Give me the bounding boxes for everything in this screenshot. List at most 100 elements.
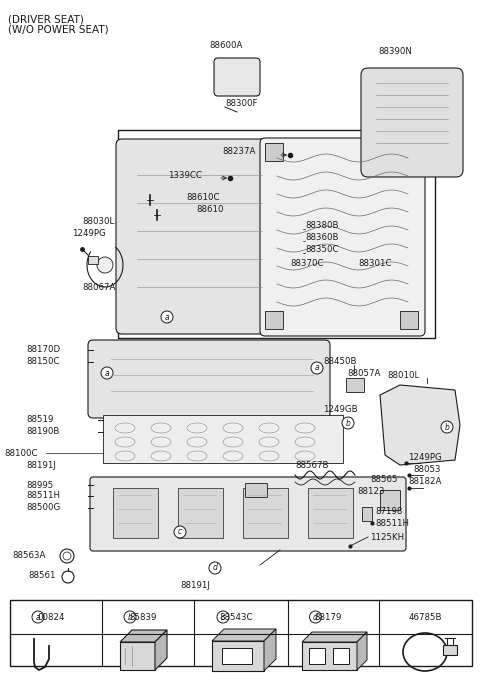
Bar (243, 488, 288, 538)
Text: b: b (444, 423, 449, 431)
FancyBboxPatch shape (214, 58, 260, 96)
Circle shape (62, 571, 74, 583)
Bar (178, 488, 223, 538)
Text: 88610C: 88610C (186, 192, 219, 201)
Bar (308, 488, 353, 538)
Text: a: a (105, 369, 109, 378)
Text: 88067A: 88067A (82, 283, 115, 291)
Text: 88190B: 88190B (26, 427, 60, 437)
Text: 88191J: 88191J (26, 460, 56, 470)
Bar (120, 642, 155, 670)
Text: d: d (313, 612, 318, 621)
Circle shape (217, 611, 229, 623)
Bar (245, 483, 267, 497)
Bar (302, 642, 357, 670)
FancyBboxPatch shape (116, 139, 276, 334)
Text: 85839: 85839 (129, 612, 156, 621)
Text: 88360B: 88360B (305, 232, 338, 242)
Text: a: a (165, 312, 169, 322)
Text: 88561: 88561 (28, 571, 56, 579)
Bar (222, 648, 252, 664)
Text: b: b (346, 419, 350, 427)
Text: 88300F: 88300F (225, 98, 257, 108)
Text: 1249PG: 1249PG (72, 229, 106, 238)
Polygon shape (380, 385, 460, 465)
Polygon shape (264, 629, 276, 671)
Text: 88150C: 88150C (26, 357, 60, 367)
Text: 87198: 87198 (375, 507, 402, 516)
Text: 88543C: 88543C (219, 612, 253, 621)
Text: 88100C: 88100C (4, 448, 37, 458)
Text: 88565: 88565 (370, 474, 397, 483)
Text: d: d (213, 563, 217, 573)
Circle shape (441, 421, 453, 433)
Bar (333, 648, 349, 664)
Text: 88179: 88179 (315, 612, 342, 621)
Polygon shape (120, 630, 167, 642)
Text: 88301C: 88301C (358, 260, 392, 269)
Circle shape (174, 526, 186, 538)
Text: 88010L: 88010L (387, 371, 419, 380)
Bar (309, 648, 325, 664)
Text: 88030L: 88030L (82, 217, 114, 227)
Text: (W/O POWER SEAT): (W/O POWER SEAT) (8, 25, 108, 35)
Circle shape (342, 417, 354, 429)
Bar (88, 256, 98, 264)
Bar (118, 130, 435, 338)
Circle shape (209, 562, 221, 574)
Polygon shape (212, 629, 276, 641)
Text: 1249GB: 1249GB (323, 404, 358, 413)
Circle shape (32, 611, 44, 623)
Text: 88237A: 88237A (222, 147, 255, 157)
Text: 00824: 00824 (37, 612, 65, 621)
Bar (10, 600, 472, 666)
Bar (212, 641, 264, 671)
Text: (DRIVER SEAT): (DRIVER SEAT) (8, 14, 84, 24)
Text: 88170D: 88170D (26, 345, 60, 355)
Circle shape (124, 611, 136, 623)
Circle shape (310, 611, 322, 623)
Text: b: b (128, 612, 132, 621)
Text: c: c (221, 612, 225, 621)
Polygon shape (302, 632, 367, 642)
FancyBboxPatch shape (90, 477, 406, 551)
Text: 88182A: 88182A (408, 476, 442, 485)
Text: 88053: 88053 (413, 464, 441, 474)
Text: 88610: 88610 (196, 205, 224, 215)
Text: c: c (178, 528, 182, 536)
Text: 88450B: 88450B (323, 357, 357, 365)
Text: 88350C: 88350C (305, 244, 338, 254)
Text: 88370C: 88370C (290, 260, 324, 269)
Text: 88563A: 88563A (12, 551, 46, 561)
Bar (346, 378, 364, 392)
Circle shape (311, 362, 323, 374)
Bar (265, 311, 283, 329)
Polygon shape (357, 632, 367, 670)
Bar (103, 415, 343, 463)
Bar (113, 488, 158, 538)
Bar (244, 60, 249, 80)
Text: 88511H: 88511H (26, 491, 60, 501)
Text: 1125KH: 1125KH (370, 532, 404, 542)
Text: 88380B: 88380B (305, 221, 338, 229)
Bar (400, 143, 418, 161)
Text: 88057A: 88057A (347, 369, 380, 378)
Text: a: a (36, 612, 40, 621)
Text: 88500G: 88500G (26, 503, 60, 513)
Circle shape (97, 257, 113, 273)
Text: 1249PG: 1249PG (408, 452, 442, 462)
Bar (380, 490, 400, 510)
Circle shape (101, 367, 113, 379)
Bar (231, 60, 236, 80)
Bar (400, 311, 418, 329)
Text: 88567B: 88567B (295, 462, 328, 470)
Circle shape (60, 549, 74, 563)
Text: 1339CC: 1339CC (168, 172, 202, 180)
Bar (362, 507, 372, 521)
Text: a: a (315, 363, 319, 372)
Text: 88519: 88519 (26, 415, 53, 425)
Text: 88511H: 88511H (375, 518, 409, 528)
FancyBboxPatch shape (260, 138, 425, 336)
Polygon shape (155, 630, 167, 670)
Text: 88191J: 88191J (180, 581, 210, 590)
